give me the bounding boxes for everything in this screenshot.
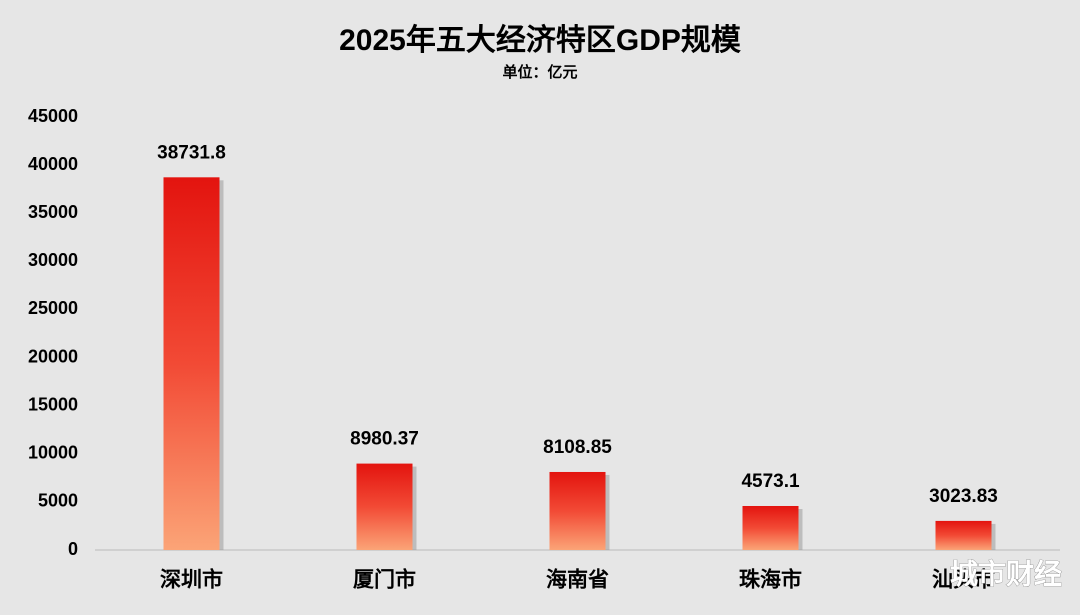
y-tick-label: 30000 <box>28 250 78 270</box>
y-tick-label: 20000 <box>28 346 78 366</box>
y-tick-label: 15000 <box>28 394 78 414</box>
value-label: 8108.85 <box>543 437 612 458</box>
y-tick-label: 25000 <box>28 298 78 318</box>
y-tick-label: 35000 <box>28 202 78 222</box>
chart-subtitle: 单位：亿元 <box>502 63 577 81</box>
x-tick-label: 深圳市 <box>160 568 223 592</box>
y-tick-label: 10000 <box>28 443 78 463</box>
y-tick-label: 40000 <box>28 154 78 174</box>
value-label: 38731.8 <box>157 142 226 163</box>
y-tick-label: 5000 <box>38 491 78 511</box>
bar <box>935 520 992 550</box>
value-label: 4573.1 <box>741 471 800 492</box>
bar <box>742 505 799 550</box>
y-tick-label: 45000 <box>28 106 78 126</box>
x-tick-label: 汕头市 <box>932 568 995 592</box>
watermark: 城市财经 <box>950 557 1062 589</box>
bar <box>356 463 413 550</box>
chart-title: 2025年五大经济特区GDP规模 <box>339 23 741 57</box>
bar <box>163 177 220 550</box>
bar <box>549 471 606 550</box>
x-tick-label: 海南省 <box>546 568 609 592</box>
x-tick-label: 珠海市 <box>739 568 802 592</box>
y-tick-label: 0 <box>68 539 78 559</box>
x-tick-label: 厦门市 <box>353 568 416 592</box>
value-label: 8980.37 <box>350 429 419 450</box>
value-label: 3023.83 <box>929 486 998 507</box>
